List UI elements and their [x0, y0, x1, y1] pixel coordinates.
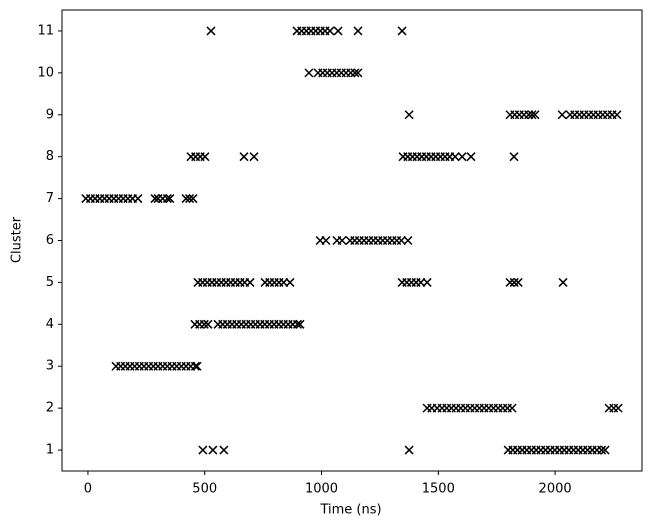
point: [609, 403, 619, 413]
point: [325, 26, 335, 36]
point: [558, 277, 568, 287]
point: [346, 68, 356, 78]
y-tick-label: 11: [37, 23, 54, 38]
point: [557, 110, 567, 120]
point: [192, 361, 202, 371]
point: [466, 152, 476, 162]
point: [333, 26, 343, 36]
x-tick-label: 1500: [422, 482, 455, 497]
point: [507, 403, 517, 413]
point: [403, 235, 413, 246]
y-axis-label: Cluster: [10, 216, 25, 263]
point: [450, 152, 460, 162]
point: [198, 445, 208, 455]
point: [304, 68, 314, 78]
y-tick-label: 1: [46, 443, 54, 458]
point: [190, 361, 200, 371]
point: [612, 110, 622, 120]
y-tick-label: 3: [46, 359, 54, 374]
x-tick-label: 500: [192, 482, 217, 497]
point: [239, 152, 249, 162]
x-tick-label: 2000: [539, 482, 572, 497]
point: [397, 26, 407, 36]
point: [337, 235, 347, 246]
point: [150, 194, 160, 204]
point: [285, 277, 295, 287]
point: [422, 277, 432, 287]
point: [133, 194, 143, 204]
point: [396, 235, 406, 246]
y-tick-label: 10: [37, 65, 54, 80]
y-tick-label: 6: [46, 233, 54, 248]
point: [513, 277, 523, 287]
x-tick-label: 1000: [305, 482, 338, 497]
y-tick-label: 9: [46, 107, 54, 122]
point: [530, 110, 540, 120]
point: [200, 152, 210, 162]
point: [353, 26, 363, 36]
x-axis-label: Time (ns): [319, 503, 381, 518]
point: [165, 194, 175, 204]
point: [208, 445, 218, 455]
y-tick-label: 8: [46, 149, 54, 164]
point: [162, 194, 172, 204]
point: [353, 68, 363, 78]
point: [206, 26, 216, 36]
point: [404, 445, 414, 455]
point: [199, 319, 209, 329]
point: [295, 319, 305, 329]
point: [249, 152, 259, 162]
point: [188, 194, 198, 204]
point: [245, 277, 255, 287]
point: [613, 403, 623, 413]
y-tick-label: 7: [46, 191, 54, 206]
point: [292, 319, 302, 329]
y-tick-label: 2: [46, 401, 54, 416]
point: [181, 194, 191, 204]
y-tick-label: 4: [46, 317, 54, 332]
x-tick-label: 0: [84, 482, 92, 497]
point: [404, 110, 414, 120]
point: [597, 445, 607, 455]
point: [600, 445, 610, 455]
point: [321, 235, 331, 246]
point: [509, 152, 519, 162]
point: [527, 110, 537, 120]
point: [509, 277, 519, 287]
point: [185, 194, 195, 204]
point: [505, 277, 515, 287]
y-tick-label: 5: [46, 275, 54, 290]
point: [219, 445, 229, 455]
point: [350, 68, 360, 78]
plot-frame: [61, 9, 643, 472]
point: [457, 152, 467, 162]
point: [203, 319, 213, 329]
